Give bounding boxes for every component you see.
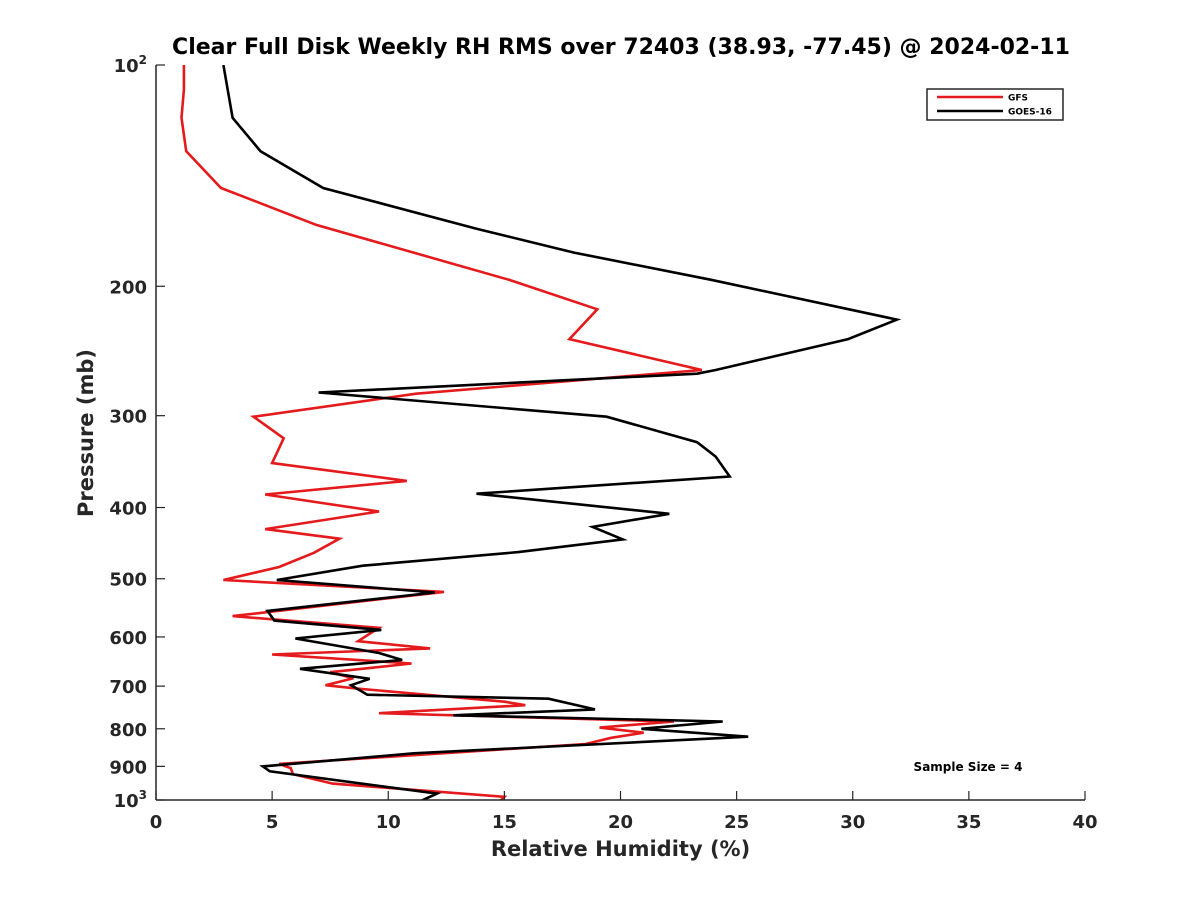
y-tick-label: 103 [114, 788, 147, 812]
y-tick-label: 900 [109, 757, 147, 778]
x-tick-label: 10 [376, 812, 401, 833]
x-axis: 0 5 10 15 20 25 30 35 40 [150, 791, 1098, 833]
legend-label: GOES-16 [1008, 108, 1052, 118]
x-tick-label: 40 [1072, 812, 1097, 833]
y-tick-label: 102 [114, 53, 147, 77]
y-tick-label: 600 [109, 628, 147, 649]
legend-label: GFS [1008, 94, 1028, 104]
x-tick-label: 5 [266, 812, 279, 833]
x-tick-label: 15 [492, 812, 517, 833]
legend: GFS GOES-16 [926, 88, 1064, 121]
x-tick-label: 35 [956, 812, 981, 833]
y-axis-label: Pressure (mb) [74, 349, 98, 517]
sample-size-annotation: Sample Size = 4 [914, 760, 1023, 774]
series-group [180, 65, 902, 800]
series-line-gfs [180, 65, 703, 800]
x-tick-label: 20 [608, 812, 633, 833]
y-axis: 102 200 300 400 500 600 700 800 900 103 [109, 53, 165, 812]
plot-area [155, 65, 1085, 801]
y-tick-label: 700 [109, 677, 147, 698]
x-axis-label: Relative Humidity (%) [491, 837, 750, 861]
x-tick-label: 25 [724, 812, 749, 833]
legend-box [926, 88, 1064, 121]
x-tick-label: 0 [150, 812, 163, 833]
y-tick-label: 800 [109, 720, 147, 741]
x-tick-label: 30 [840, 812, 865, 833]
y-tick-label: 200 [109, 277, 147, 298]
y-tick-label: 400 [109, 499, 147, 520]
y-tick-label: 500 [109, 570, 147, 591]
y-tick-label: 300 [109, 407, 147, 428]
series-line-goes-16 [222, 65, 902, 800]
chart-title: Clear Full Disk Weekly RH RMS over 72403… [172, 35, 1070, 60]
